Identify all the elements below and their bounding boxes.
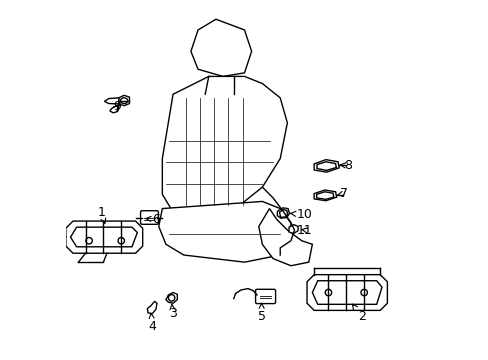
Polygon shape: [258, 208, 312, 266]
Polygon shape: [313, 190, 336, 201]
Polygon shape: [313, 159, 339, 172]
Text: 1: 1: [98, 206, 105, 224]
Polygon shape: [316, 192, 333, 199]
Polygon shape: [104, 98, 119, 104]
Polygon shape: [119, 95, 129, 106]
Polygon shape: [316, 162, 336, 170]
Text: 10: 10: [290, 208, 312, 221]
Text: 11: 11: [296, 224, 312, 237]
FancyBboxPatch shape: [140, 211, 158, 224]
Text: 8: 8: [340, 159, 351, 172]
Polygon shape: [48, 237, 57, 246]
Text: 3: 3: [169, 304, 177, 320]
Polygon shape: [66, 221, 142, 253]
Text: 5: 5: [257, 303, 265, 323]
Polygon shape: [277, 208, 289, 218]
Polygon shape: [306, 275, 386, 310]
Text: 9: 9: [113, 100, 121, 113]
Polygon shape: [165, 293, 177, 303]
Polygon shape: [190, 19, 251, 76]
Text: 7: 7: [336, 187, 347, 200]
Polygon shape: [279, 210, 287, 217]
Polygon shape: [288, 225, 298, 234]
Text: 4: 4: [148, 314, 156, 333]
Polygon shape: [162, 76, 287, 223]
Text: 2: 2: [352, 304, 365, 323]
Polygon shape: [147, 301, 157, 314]
Polygon shape: [110, 106, 119, 113]
Polygon shape: [312, 281, 381, 304]
Polygon shape: [70, 227, 137, 247]
FancyBboxPatch shape: [255, 289, 275, 303]
Text: 6: 6: [145, 213, 160, 226]
Polygon shape: [159, 202, 290, 262]
